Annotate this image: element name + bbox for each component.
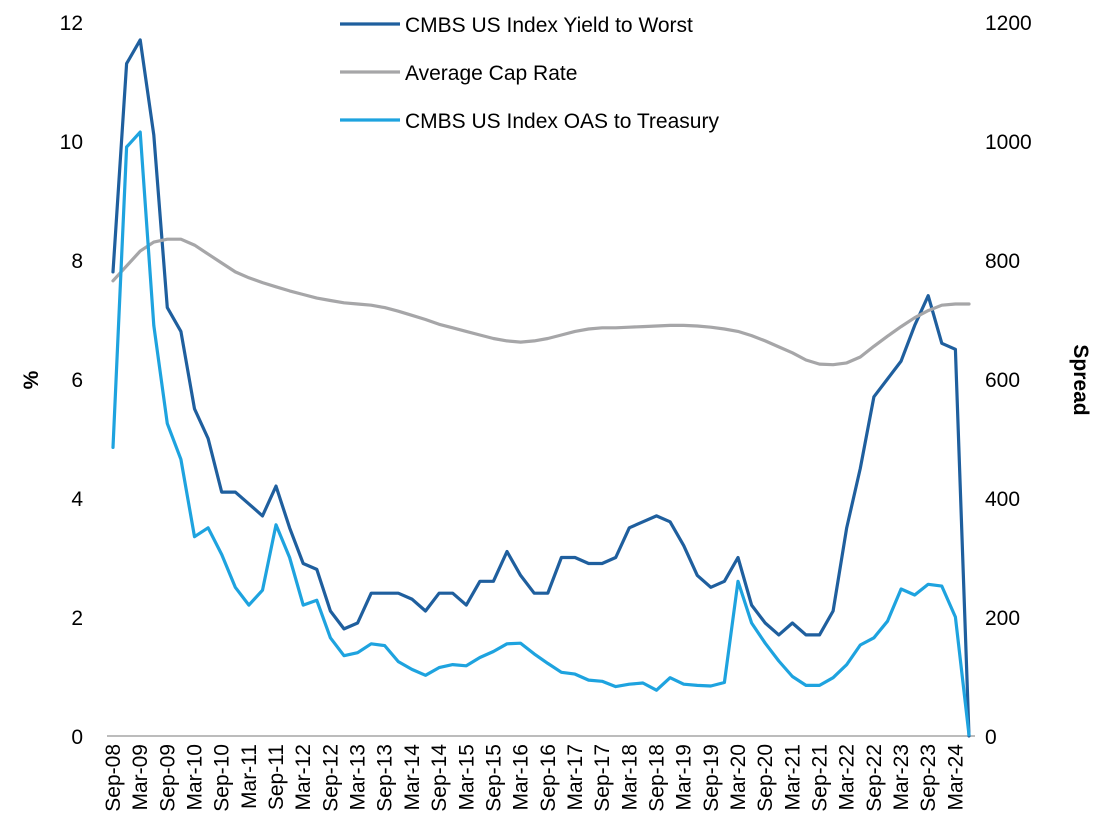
- x-axis-tick-label: Sep-18: [645, 744, 668, 812]
- x-axis-tick-label: Sep-10: [211, 744, 234, 812]
- series-lines: [111, 38, 971, 738]
- x-axis-tick-label: Sep-21: [809, 744, 832, 812]
- x-axis-tick-label: Sep-14: [428, 744, 451, 812]
- left-axis-title: %: [20, 370, 43, 389]
- left-axis-tick-label: 0: [71, 726, 83, 749]
- series-line-1: [111, 237, 971, 367]
- x-axis-tick-label: Mar-23: [890, 744, 913, 811]
- x-axis-tick-label: Sep-11: [265, 744, 288, 810]
- x-axis-tick-label: Sep-12: [319, 744, 342, 812]
- x-axis-tick-label: Mar-17: [564, 744, 587, 811]
- left-axis-tick-label: 10: [60, 131, 83, 154]
- x-axis-tick-label: Mar-18: [618, 744, 641, 811]
- x-axis-tick-label: Sep-22: [863, 744, 886, 812]
- left-axis-tick-label: 12: [60, 12, 83, 35]
- right-axis-title: Spread: [1069, 344, 1092, 415]
- x-axis-tick-label: Mar-20: [727, 744, 750, 811]
- legend: CMBS US Index Yield to Worst Average Cap …: [340, 14, 719, 133]
- x-axis-tick-label: Sep-08: [102, 744, 125, 812]
- right-axis-tick-label: 1200: [985, 12, 1032, 35]
- right-axis-tick-label: 0: [985, 726, 997, 749]
- right-axis-ticks: 0 200 400 600 800 1000 1200: [985, 12, 1032, 749]
- x-axis-tick-label: Mar-15: [455, 744, 478, 811]
- legend-label: CMBS US Index OAS to Treasury: [405, 110, 719, 133]
- x-axis-tick-label: Sep-17: [591, 744, 614, 812]
- x-axis-tick-label: Sep-09: [156, 744, 179, 812]
- x-axis-tick-label: Mar-21: [781, 744, 804, 811]
- x-axis-tick-label: Mar-12: [292, 744, 315, 811]
- legend-label: Average Cap Rate: [405, 62, 577, 85]
- x-axis-tick-label: Sep-13: [374, 744, 397, 812]
- x-axis-tick-label: Sep-16: [537, 744, 560, 812]
- x-axis-tick-label: Mar-10: [184, 744, 207, 811]
- legend-label: CMBS US Index Yield to Worst: [405, 14, 693, 37]
- x-axis-ticks: Sep-08 Mar-09 Sep-09 Mar-10 Sep-10 Mar-11 Sep-…: [102, 744, 967, 812]
- left-axis-tick-label: 8: [71, 250, 83, 273]
- x-axis-tick-label: Sep-23: [917, 744, 940, 812]
- x-axis-tick-label: Mar-24: [944, 744, 967, 811]
- left-axis-tick-label: 2: [71, 607, 83, 630]
- x-axis-tick-label: Sep-15: [482, 744, 505, 812]
- right-axis-tick-label: 600: [985, 369, 1020, 392]
- left-axis-tick-label: 4: [71, 488, 83, 511]
- series-line-0: [111, 38, 971, 738]
- x-axis-tick-label: Mar-16: [510, 744, 533, 811]
- legend-item: Average Cap Rate: [340, 62, 577, 85]
- x-axis-tick-label: Mar-09: [129, 744, 152, 811]
- x-axis-tick-label: Mar-11: [238, 744, 261, 809]
- x-axis-tick-label: Sep-20: [754, 744, 777, 812]
- x-axis-tick-label: Sep-19: [700, 744, 723, 812]
- x-axis-tick-label: Mar-13: [347, 744, 370, 811]
- right-axis-tick-label: 1000: [985, 131, 1032, 154]
- x-axis-tick-label: Mar-22: [836, 744, 859, 811]
- right-axis-tick-label: 400: [985, 488, 1020, 511]
- left-axis-tick-label: 6: [71, 369, 83, 392]
- x-axis-tick-label: Mar-14: [401, 744, 424, 811]
- legend-item: CMBS US Index Yield to Worst: [340, 14, 693, 37]
- legend-item: CMBS US Index OAS to Treasury: [340, 110, 719, 133]
- x-axis-tick-label: Mar-19: [673, 744, 696, 811]
- right-axis-tick-label: 200: [985, 607, 1020, 630]
- right-axis-tick-label: 800: [985, 250, 1020, 273]
- series-line-2: [111, 130, 971, 737]
- left-axis-ticks: 0 2 4 6 8 10 12: [60, 12, 84, 749]
